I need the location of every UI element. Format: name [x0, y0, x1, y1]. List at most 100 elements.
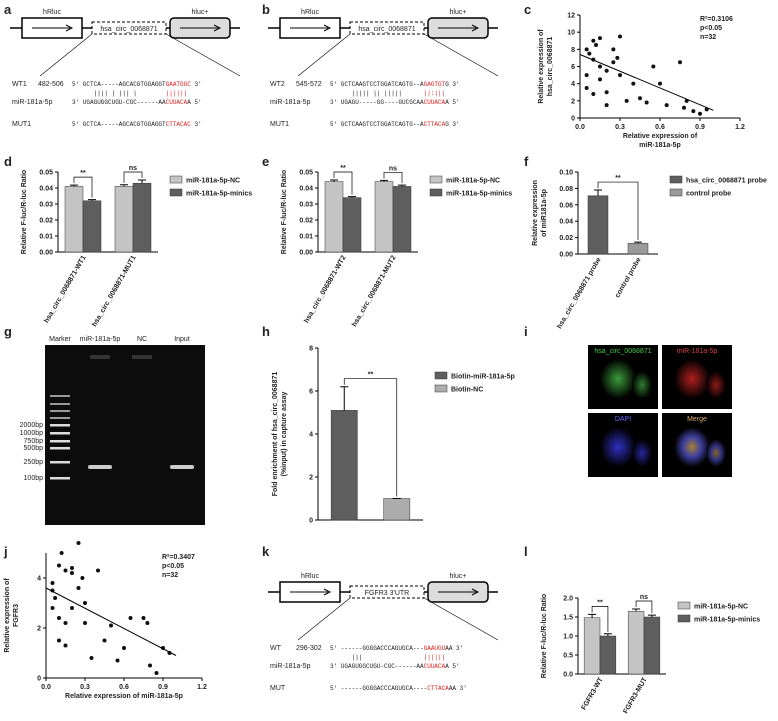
sig-label: **: [340, 165, 346, 172]
error-bar: [603, 633, 612, 636]
point: [631, 81, 636, 86]
sequence: 3' UGAGUGGCUGU-CGC------AACUUACAA 5': [72, 99, 202, 106]
seq-part: 3' UGAGUGGCUGU-CGC------AA: [330, 663, 424, 670]
channel-label: miR-181a-5p: [677, 348, 718, 355]
seq-part: A 5': [445, 99, 459, 106]
error-bar: [348, 196, 356, 198]
error-bar: [398, 184, 406, 187]
seq-part: G 3': [445, 121, 459, 128]
axis-label: Relative expression of: [538, 29, 545, 104]
x-tick-label: hsa_circ_0068871-WT1: [43, 254, 87, 324]
sequence: 5' GCTCA-----AGCACGTGGAGGTGAATGGC 3': [72, 81, 202, 88]
point: [604, 103, 609, 108]
seq-part: 5' ------GGGGACCCAGUGCA----: [330, 685, 427, 692]
seq-part: GAGTGT: [424, 81, 446, 88]
row-label: MUT: [270, 685, 286, 692]
lane-label: NC: [137, 336, 147, 343]
legend-swatch: [429, 188, 443, 197]
x-tick-label: FGFR3-MUT: [622, 676, 649, 715]
point: [83, 621, 87, 625]
point: [145, 621, 150, 625]
legend-swatch: [169, 188, 183, 197]
legend-label: miR-181a-5p-NC: [186, 178, 240, 185]
legend-label: hsa_circ_0068871 probe: [686, 178, 767, 185]
point: [651, 64, 656, 69]
band: [88, 465, 112, 469]
y-tick-label: 0.00: [39, 250, 53, 257]
sequence: 3' UGAGU-----GG----GUCGCAACUUACAA 5': [330, 99, 460, 106]
legend-swatch: [669, 175, 683, 184]
seq-part: CTTACA: [424, 121, 446, 128]
left-label: hRluc: [301, 9, 319, 16]
point: [53, 596, 58, 600]
y-tick-label: 10: [567, 30, 575, 37]
sig-label: ns: [640, 594, 648, 601]
row-label: miR-181a-5p: [12, 99, 53, 106]
x-tick-label: 0.6: [655, 124, 665, 131]
y-tick-label: 8: [571, 47, 575, 54]
row-label: MUT1: [270, 121, 289, 128]
y-tick-label: 0.03: [39, 202, 53, 209]
y-tick-label: 0.08: [559, 186, 573, 193]
bar: [114, 186, 134, 253]
point: [638, 96, 642, 101]
cell: [600, 427, 636, 467]
insert-box: [91, 21, 167, 35]
y-tick-label: 0.03: [299, 202, 313, 209]
point: [691, 109, 696, 114]
error-bar: [330, 179, 338, 182]
channel-label: DAPI: [615, 416, 631, 423]
sequence: 5' GCTCA-----AGCACGTGGAGGTCTTACAC 3': [72, 121, 202, 128]
panel-label: h: [262, 324, 270, 339]
arrow-head: [323, 588, 332, 596]
point: [50, 581, 55, 585]
x-tick-label: 0.6: [119, 684, 129, 691]
point: [115, 658, 120, 663]
point: [83, 601, 87, 605]
sequence: 3' UGAGUGGCUGU-CGC------AACUUACAA 5': [330, 663, 460, 670]
pairs: |||| | ||| |: [94, 90, 137, 97]
sequence: 5' GCTCAAGTCCTGGATCAGTG--AGAGTGTG 3': [330, 81, 460, 88]
guide: [39, 33, 93, 77]
sequence: 5' ------GGGGACCCAGUGCA----CTTACAAA 3': [330, 685, 467, 692]
y-tick-label: 8: [309, 346, 313, 353]
row-label: WT1: [12, 81, 27, 88]
guide: [297, 33, 351, 77]
point: [96, 568, 100, 573]
pairs: ||||||: [166, 90, 188, 97]
point: [644, 100, 649, 105]
row-label: miR-181a-5p: [270, 99, 311, 106]
point: [584, 73, 589, 78]
bar: [342, 197, 362, 253]
annotation: R²=0.3407: [162, 554, 195, 561]
sig-bracket: [597, 181, 639, 241]
arrow-head: [65, 24, 74, 32]
point: [615, 55, 620, 60]
panel-label: e: [262, 154, 269, 169]
y-tick-label: 2: [309, 475, 313, 482]
error-bar: [88, 199, 96, 201]
cell: [706, 371, 726, 399]
insert-box: [349, 585, 425, 599]
right-label: hluc+: [192, 9, 209, 16]
y-tick-label: 2: [37, 626, 41, 633]
legend-label: miR-181a-5p-NC: [446, 178, 500, 185]
cell: [632, 439, 652, 467]
x-tick-label: 0.0: [41, 684, 51, 691]
bar: [82, 200, 102, 253]
legend-swatch: [677, 601, 691, 610]
legend-label: miR-181a-5p-minics: [694, 617, 760, 624]
y-tick-label: 0.04: [299, 186, 313, 193]
lane-label: Input: [174, 336, 190, 343]
legend-label: Biotin-miR-181a-5p: [451, 374, 515, 381]
seq-part: A 5': [445, 663, 459, 670]
y-tick-label: 0.0: [563, 672, 573, 679]
cell: [706, 439, 726, 467]
guide: [165, 33, 241, 77]
y-tick-label: 4: [571, 81, 575, 88]
x-tick-label: 0.0: [575, 124, 585, 131]
band: [50, 432, 70, 435]
point: [587, 51, 592, 56]
x-tick-label: hsa_circ_0068871-MUT2: [351, 254, 398, 328]
legend-swatch: [434, 384, 448, 393]
